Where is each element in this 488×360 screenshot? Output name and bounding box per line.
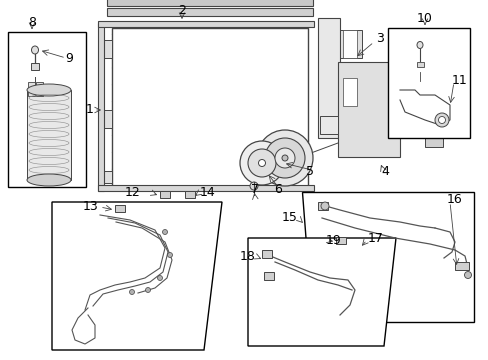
Bar xyxy=(36,82,43,96)
Bar xyxy=(424,112,442,147)
Ellipse shape xyxy=(464,271,470,279)
Ellipse shape xyxy=(274,148,294,168)
Bar xyxy=(107,8,312,16)
Text: 10: 10 xyxy=(416,12,432,24)
Bar xyxy=(107,0,312,6)
Bar xyxy=(342,30,356,58)
Text: 14: 14 xyxy=(200,186,215,199)
Bar xyxy=(317,202,327,210)
Ellipse shape xyxy=(257,130,312,186)
Polygon shape xyxy=(52,202,222,350)
Text: 11: 11 xyxy=(451,73,467,86)
Text: 16: 16 xyxy=(446,193,462,207)
Ellipse shape xyxy=(247,149,275,177)
Bar xyxy=(160,191,170,198)
Bar xyxy=(339,78,361,106)
Bar xyxy=(319,116,337,134)
Ellipse shape xyxy=(240,141,284,185)
Bar xyxy=(115,205,125,212)
Ellipse shape xyxy=(320,202,328,210)
Text: 15: 15 xyxy=(282,211,297,225)
Bar xyxy=(98,23,104,191)
Bar xyxy=(264,272,273,280)
Text: 1: 1 xyxy=(86,104,94,117)
Ellipse shape xyxy=(249,182,258,190)
Bar xyxy=(31,63,39,70)
Text: 4: 4 xyxy=(380,166,388,179)
Bar xyxy=(342,78,356,106)
Text: 5: 5 xyxy=(305,166,313,179)
Ellipse shape xyxy=(157,275,162,280)
Bar xyxy=(387,28,469,138)
Bar xyxy=(104,171,112,183)
Ellipse shape xyxy=(145,288,150,292)
Text: 8: 8 xyxy=(28,15,36,28)
Text: 19: 19 xyxy=(325,234,341,247)
Bar xyxy=(339,30,361,58)
Text: 6: 6 xyxy=(273,184,282,197)
Bar xyxy=(399,82,424,137)
Polygon shape xyxy=(247,238,395,346)
Bar xyxy=(104,40,112,58)
Ellipse shape xyxy=(31,46,39,54)
Text: 7: 7 xyxy=(250,183,259,196)
Bar xyxy=(8,32,86,187)
Ellipse shape xyxy=(27,174,71,186)
Text: 12: 12 xyxy=(124,186,140,199)
Bar xyxy=(317,18,339,138)
Ellipse shape xyxy=(416,41,422,49)
Bar xyxy=(98,185,313,191)
Ellipse shape xyxy=(258,159,265,166)
Text: 2: 2 xyxy=(178,4,185,17)
Text: 18: 18 xyxy=(240,251,256,264)
Bar xyxy=(454,262,468,270)
Ellipse shape xyxy=(27,84,71,96)
Ellipse shape xyxy=(264,138,305,178)
Ellipse shape xyxy=(282,155,287,161)
Bar xyxy=(335,237,346,244)
Ellipse shape xyxy=(162,230,167,234)
Text: 9: 9 xyxy=(65,51,73,64)
Ellipse shape xyxy=(434,113,448,127)
Bar xyxy=(28,82,35,96)
Ellipse shape xyxy=(438,117,445,123)
Bar xyxy=(98,21,313,27)
Bar xyxy=(184,191,195,198)
Bar xyxy=(262,250,271,258)
Bar xyxy=(416,62,423,67)
Bar xyxy=(27,90,71,180)
Polygon shape xyxy=(302,192,473,322)
Text: 3: 3 xyxy=(375,31,383,45)
Text: 17: 17 xyxy=(367,231,383,244)
Bar xyxy=(337,62,399,157)
Ellipse shape xyxy=(167,252,172,257)
Bar xyxy=(112,28,307,186)
Text: 13: 13 xyxy=(82,201,98,213)
Bar xyxy=(104,110,112,128)
Ellipse shape xyxy=(129,289,134,294)
